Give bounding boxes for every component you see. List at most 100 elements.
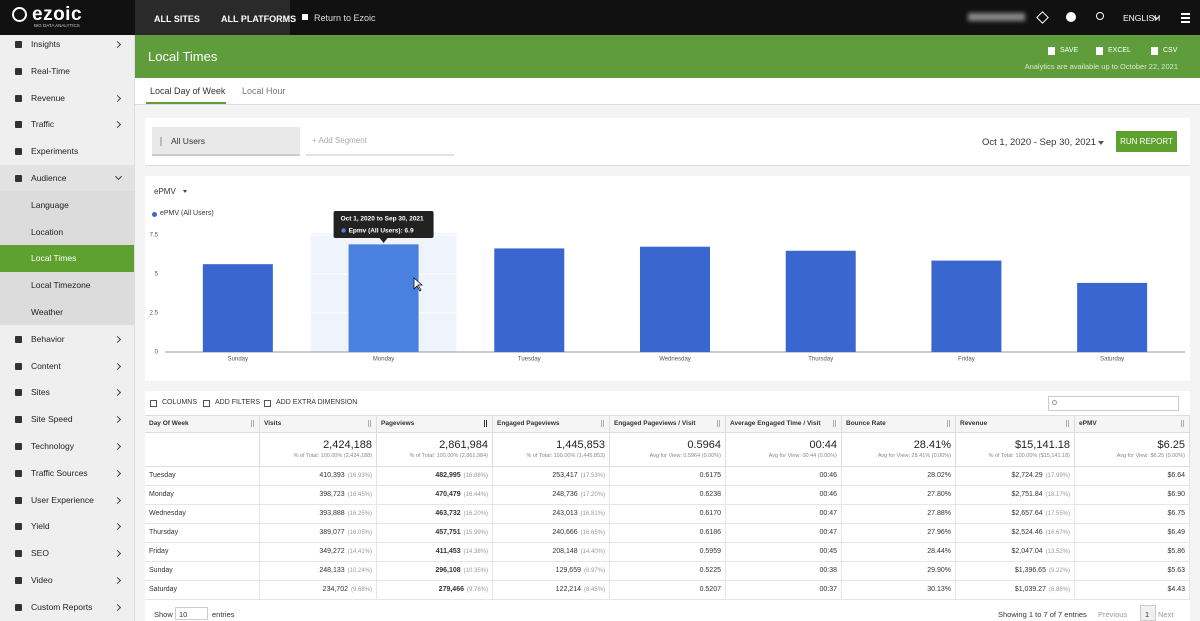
- column-header[interactable]: [1075, 415, 1190, 433]
- cell-value: $1,396.65: [1014, 567, 1046, 574]
- action-icon[interactable]: [1096, 47, 1103, 55]
- cell-percent: (9.68%): [350, 587, 372, 593]
- action-icon[interactable]: [1048, 47, 1055, 55]
- column-label[interactable]: Average Engaged Time / Visit: [730, 420, 821, 427]
- sidebar-label[interactable]: Custom Reports: [31, 601, 93, 612]
- run-report[interactable]: RUN REPORT: [1116, 131, 1177, 152]
- length-value[interactable]: 10: [179, 610, 188, 619]
- action-icon[interactable]: [1151, 47, 1158, 55]
- column-label[interactable]: Bounce Rate: [846, 420, 886, 427]
- submenu-label[interactable]: Language: [31, 199, 69, 210]
- column-header[interactable]: [260, 415, 377, 433]
- sidebar-label[interactable]: Traffic Sources: [31, 467, 88, 478]
- submenu-item[interactable]: [0, 298, 134, 326]
- column-header[interactable]: [956, 415, 1075, 433]
- page-label[interactable]: Next: [1158, 610, 1174, 619]
- submenu-item[interactable]: [0, 245, 134, 272]
- cell-value: 482,995: [435, 472, 461, 479]
- column-header[interactable]: [145, 415, 260, 433]
- tab[interactable]: Local Day of Week: [150, 86, 226, 96]
- language[interactable]: ENGLISH: [1123, 13, 1161, 23]
- totals-cell: [260, 433, 377, 467]
- sidebar-label[interactable]: Audience: [31, 173, 67, 183]
- table-cell: [726, 543, 842, 562]
- submenu-label[interactable]: Location: [31, 226, 64, 237]
- sidebar-label[interactable]: Real-Time: [31, 65, 70, 76]
- tab[interactable]: Local Hour: [242, 86, 286, 96]
- add-segment-label[interactable]: + Add Segment: [312, 136, 367, 145]
- submenu-item[interactable]: [0, 191, 134, 219]
- toolbar-button[interactable]: ADD EXTRA DIMENSION: [276, 399, 358, 406]
- toolbar-button[interactable]: ADD FILTERS: [215, 399, 260, 406]
- sidebar-label[interactable]: Revenue: [31, 92, 66, 103]
- table-row: [145, 486, 1190, 505]
- column-label[interactable]: Day Of Week: [149, 420, 189, 427]
- action-button[interactable]: CSV: [1163, 47, 1178, 54]
- return-link[interactable]: Return to Ezoic: [314, 13, 376, 23]
- action-button[interactable]: SAVE: [1060, 47, 1079, 54]
- column-label[interactable]: Engaged Pageviews / Visit: [614, 420, 696, 427]
- cell-text: 00:47: [726, 510, 837, 517]
- table-cell: [377, 562, 493, 581]
- column-label[interactable]: Visits: [264, 420, 282, 427]
- length-select[interactable]: [175, 607, 208, 620]
- table-search[interactable]: [1048, 396, 1179, 411]
- submenu-label[interactable]: Local Times: [31, 253, 77, 264]
- column-label[interactable]: Revenue: [960, 420, 988, 427]
- submenu-label[interactable]: Local Timezone: [31, 280, 91, 291]
- sidebar-label[interactable]: SEO: [31, 548, 49, 559]
- cell-value: 253,417: [552, 472, 578, 479]
- sidebar-label[interactable]: Video: [31, 575, 53, 585]
- column-label[interactable]: ePMV: [1079, 420, 1097, 427]
- sidebar-item[interactable]: [0, 165, 134, 191]
- table-cell: [377, 467, 493, 486]
- page-label[interactable]: Previous: [1098, 610, 1128, 619]
- page-label[interactable]: 1: [1145, 610, 1150, 619]
- sidebar-label[interactable]: Behavior: [31, 333, 65, 344]
- cell-value: 00:47: [819, 529, 837, 536]
- sidebar-label[interactable]: Yield: [31, 521, 50, 532]
- sidebar-label[interactable]: Experiments: [31, 146, 79, 157]
- column-header[interactable]: [610, 415, 726, 433]
- table-row: [145, 543, 1190, 562]
- sidebar-label[interactable]: User Experience: [31, 494, 94, 505]
- submenu-label[interactable]: Weather: [31, 307, 63, 317]
- cell-value: 240,666: [552, 529, 578, 536]
- menu-line[interactable]: [1181, 17, 1190, 19]
- submenu-item[interactable]: [0, 271, 134, 299]
- table-cell: [260, 562, 377, 581]
- cell-text: 00:37: [726, 586, 837, 593]
- logo-sub: BIG DATA ANALYTICS: [34, 23, 80, 28]
- top-tab[interactable]: ALL PLATFORMS: [221, 14, 297, 24]
- date-range[interactable]: Oct 1, 2020 - Sep 30, 2021: [982, 137, 1097, 148]
- action-button[interactable]: EXCEL: [1108, 47, 1131, 54]
- sidebar-label[interactable]: Content: [31, 360, 61, 371]
- sidebar-label[interactable]: Sites: [31, 387, 50, 398]
- help-icon[interactable]: [1066, 12, 1076, 22]
- menu-line[interactable]: [1181, 21, 1190, 23]
- sidebar-label[interactable]: Traffic: [31, 119, 55, 130]
- cell-value: 00:46: [819, 472, 837, 479]
- column-label[interactable]: Pageviews: [381, 420, 415, 427]
- column-header[interactable]: [377, 415, 493, 433]
- add-segment[interactable]: [306, 127, 454, 156]
- column-label[interactable]: Engaged Pageviews: [497, 420, 560, 427]
- search-icon[interactable]: [1096, 12, 1104, 20]
- cell-text: 0.6186: [610, 529, 721, 536]
- sidebar-icon: [15, 121, 22, 129]
- cell-value: 0.6170: [699, 510, 721, 517]
- toolbar-button[interactable]: COLUMNS: [162, 399, 198, 406]
- sidebar-label[interactable]: Site Speed: [31, 414, 73, 425]
- cell-text: 410,393 (16.93%): [260, 472, 372, 479]
- menu-line[interactable]: [1181, 13, 1190, 15]
- metric-select[interactable]: ePMV: [154, 187, 176, 196]
- submenu-item[interactable]: [0, 218, 134, 245]
- segment-box[interactable]: [152, 127, 300, 156]
- column-header[interactable]: [493, 415, 610, 433]
- sidebar-label[interactable]: Technology: [31, 441, 75, 451]
- column-header[interactable]: [726, 415, 842, 433]
- top-tab[interactable]: ALL SITES: [154, 14, 200, 24]
- total-value: 28.41%: [913, 439, 951, 451]
- sidebar-label[interactable]: Insights: [31, 39, 61, 49]
- column-header[interactable]: [842, 415, 956, 433]
